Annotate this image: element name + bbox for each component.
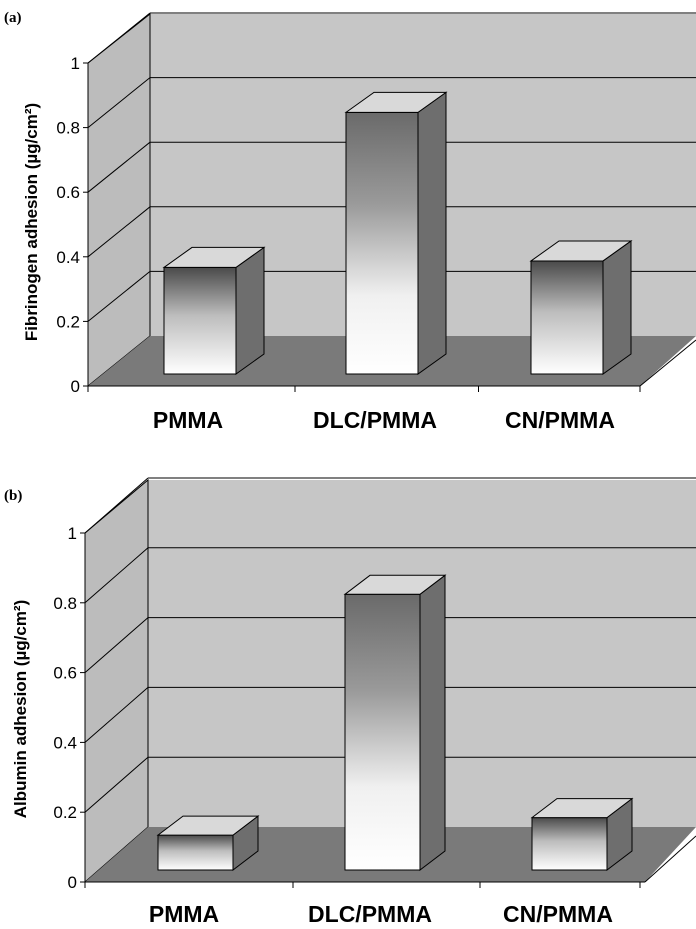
side-wall-a xyxy=(87,12,151,388)
bar-front xyxy=(345,111,419,375)
y-ticks-b: 0 0.2 0.4 0.6 0.8 1 xyxy=(53,524,641,892)
gridline-diagonal xyxy=(87,141,151,193)
gridline-diagonal xyxy=(87,206,151,258)
gridline-diagonal xyxy=(87,12,151,64)
y-axis-label-b: Albumin adhesion (µg/cm²) xyxy=(11,600,30,819)
bars-a xyxy=(162,91,633,375)
chart-panel-b: (b) Albumin adhesion (µg/cm²) 0 0.2 0.4 0.6… xyxy=(4,477,696,927)
bar-top xyxy=(344,91,448,113)
bar-top xyxy=(162,246,266,268)
bar-front xyxy=(157,834,234,871)
x-category-label: PMMA xyxy=(149,901,219,927)
bar-cn-pmma xyxy=(530,797,634,872)
bar-dlc-pmma xyxy=(344,91,448,375)
bar-side xyxy=(235,246,265,375)
bar-side xyxy=(417,91,447,375)
bar-front xyxy=(344,593,421,871)
y-tick-label: 0.8 xyxy=(56,119,80,138)
bar-top xyxy=(530,798,634,819)
chart-panel-a: (a) Fibrinogen adhesion (µg/cm²) 0 0.2 0.4… xyxy=(4,10,696,433)
x-categories-a: PMMA DLC/PMMA CN/PMMA xyxy=(153,407,615,433)
bar-pmma xyxy=(156,815,260,872)
gridline-diagonal xyxy=(84,477,149,534)
y-tick-label: 0.8 xyxy=(53,594,77,613)
x-category-label: CN/PMMA xyxy=(505,407,615,433)
x-category-label: CN/PMMA xyxy=(503,901,613,927)
y-tick-label: 0 xyxy=(68,873,77,892)
x-category-label: DLC/PMMA xyxy=(308,901,432,927)
bar-front xyxy=(531,817,608,871)
y-tick-label: 0 xyxy=(71,377,80,396)
side-wall-b xyxy=(84,478,149,884)
y-axis-label-a: Fibrinogen adhesion (µg/cm²) xyxy=(22,103,41,341)
bar-front xyxy=(530,260,604,375)
y-tick-label: 0.6 xyxy=(56,183,80,202)
y-tick-label: 0.4 xyxy=(53,733,77,752)
bar-top xyxy=(156,815,260,836)
bar-top xyxy=(343,574,447,595)
floor-right-edge-a xyxy=(639,339,696,387)
bars-b xyxy=(156,574,634,872)
x-categories-b: PMMA DLC/PMMA CN/PMMA xyxy=(149,901,613,927)
y-tick-label: 1 xyxy=(68,524,77,543)
x-category-label: PMMA xyxy=(153,407,223,433)
bar-pmma xyxy=(162,246,266,375)
gridline-diagonal xyxy=(87,271,151,322)
gridline-diagonal xyxy=(84,617,149,673)
gridline-diagonal xyxy=(84,547,149,604)
bar-front xyxy=(163,266,237,375)
gridline-diagonal xyxy=(84,756,149,813)
bar-top xyxy=(529,240,633,262)
panel-label-b: (b) xyxy=(4,488,22,504)
x-category-label: DLC/PMMA xyxy=(313,407,437,433)
y-tick-label: 1 xyxy=(71,54,80,73)
bar-side xyxy=(419,574,446,872)
bar-side xyxy=(602,239,632,375)
gridline-diagonal xyxy=(84,687,149,743)
floor-right-edge-b xyxy=(644,835,696,883)
y-tick-label: 0.4 xyxy=(56,248,80,267)
y-tick-label: 0.2 xyxy=(53,803,77,822)
y-tick-label: 0.6 xyxy=(53,664,77,683)
bar-cn-pmma xyxy=(529,239,633,375)
y-tick-label: 0.2 xyxy=(56,312,80,331)
panel-label-a: (a) xyxy=(4,10,22,26)
gridline-diagonal xyxy=(87,77,151,128)
bar-dlc-pmma xyxy=(343,574,447,872)
y-ticks-a: 0 0.2 0.4 0.6 0.8 1 xyxy=(56,54,641,396)
